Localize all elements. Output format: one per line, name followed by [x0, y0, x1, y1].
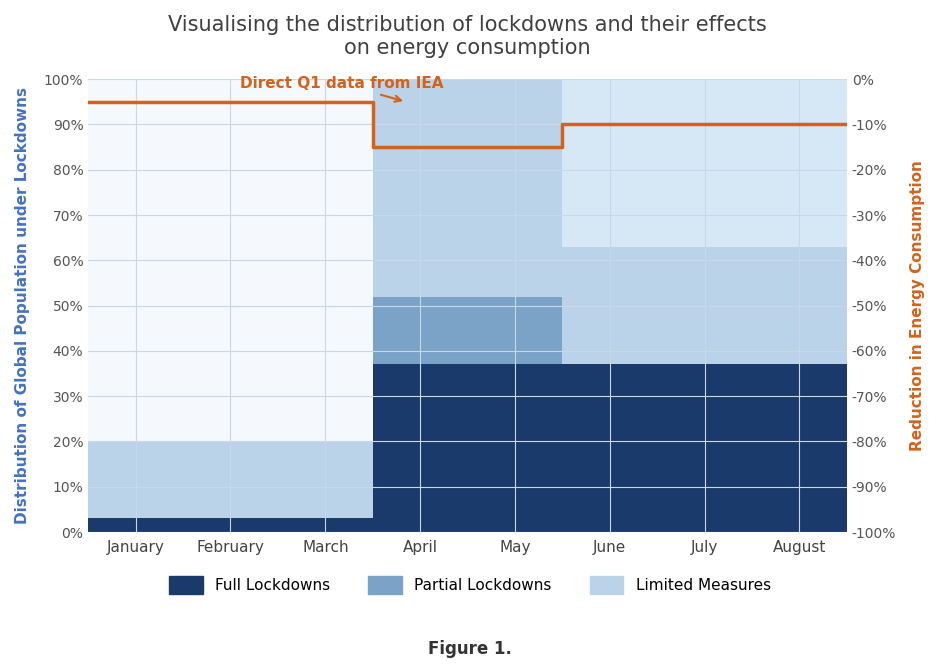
- Bar: [373, 297, 467, 364]
- Bar: [278, 519, 373, 532]
- Legend: Full Lockdowns, Partial Lockdowns, Limited Measures: Full Lockdowns, Partial Lockdowns, Limit…: [164, 570, 776, 600]
- Bar: [373, 79, 467, 532]
- Bar: [183, 519, 278, 532]
- Bar: [88, 442, 183, 519]
- Bar: [657, 79, 752, 532]
- Bar: [373, 79, 467, 297]
- Bar: [373, 364, 467, 532]
- Bar: [467, 79, 562, 297]
- Bar: [183, 442, 278, 519]
- Bar: [657, 247, 752, 364]
- Bar: [183, 79, 278, 532]
- Bar: [467, 79, 562, 532]
- Y-axis label: Distribution of Global Population under Lockdowns: Distribution of Global Population under …: [15, 87, 30, 524]
- Bar: [562, 247, 657, 364]
- Text: Direct Q1 data from IEA: Direct Q1 data from IEA: [240, 76, 444, 102]
- Bar: [88, 519, 183, 532]
- Title: Visualising the distribution of lockdowns and their effects
on energy consumptio: Visualising the distribution of lockdown…: [168, 15, 767, 58]
- Bar: [278, 442, 373, 519]
- Bar: [752, 247, 847, 364]
- Bar: [752, 79, 847, 532]
- Bar: [278, 79, 373, 532]
- Bar: [467, 297, 562, 364]
- Bar: [657, 364, 752, 532]
- Bar: [88, 79, 183, 532]
- Text: Figure 1.: Figure 1.: [428, 640, 512, 658]
- Bar: [752, 364, 847, 532]
- Y-axis label: Reduction in Energy Consumption: Reduction in Energy Consumption: [910, 160, 925, 451]
- Bar: [467, 364, 562, 532]
- Bar: [562, 79, 657, 532]
- Bar: [562, 364, 657, 532]
